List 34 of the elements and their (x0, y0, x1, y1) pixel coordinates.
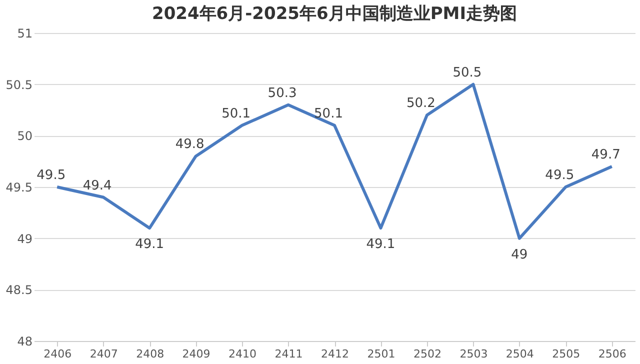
data-label: 49.1 (366, 237, 396, 252)
x-tick-label: 2412 (321, 348, 349, 360)
y-tick-label: 51 (17, 26, 32, 40)
y-tick-label: 50 (17, 129, 32, 144)
data-label: 49.7 (591, 147, 620, 162)
data-label: 49 (511, 247, 528, 262)
x-tick-label: 2503 (460, 348, 488, 360)
x-tick-label: 2408 (136, 348, 164, 360)
y-tick-label: 48 (17, 334, 32, 348)
x-tick-label: 2411 (274, 348, 303, 360)
data-label: 50.2 (406, 96, 436, 112)
y-tick-label: 49.5 (6, 180, 32, 194)
data-label: 49.8 (175, 137, 204, 152)
x-tick-label: 2410 (228, 348, 257, 360)
x-tick-label: 2501 (367, 348, 396, 360)
data-label: 49.4 (82, 178, 112, 194)
data-label: 49.1 (135, 237, 164, 252)
data-label: 50.5 (452, 65, 482, 80)
x-tick-label: 2502 (413, 348, 442, 360)
x-tick-label: 2506 (598, 348, 626, 360)
data-label: 50.1 (222, 106, 251, 122)
x-tick-label: 2504 (506, 348, 534, 360)
x-tick-label: 2409 (182, 348, 210, 360)
y-tick-label: 50.5 (6, 78, 32, 92)
y-tick-label: 49 (17, 232, 32, 246)
x-tick-label: 2407 (90, 348, 118, 360)
x-tick-label: 2505 (552, 348, 580, 360)
data-label: 49.5 (545, 168, 574, 183)
data-label: 49.5 (36, 168, 66, 183)
data-label: 50.1 (314, 106, 343, 122)
x-tick-label: 2406 (44, 348, 72, 360)
chart-title: 2024年6月-2025年6月中国制造业PMI走势图 (152, 4, 518, 24)
y-tick-label: 48.5 (6, 283, 32, 298)
data-label: 50.3 (268, 86, 297, 101)
